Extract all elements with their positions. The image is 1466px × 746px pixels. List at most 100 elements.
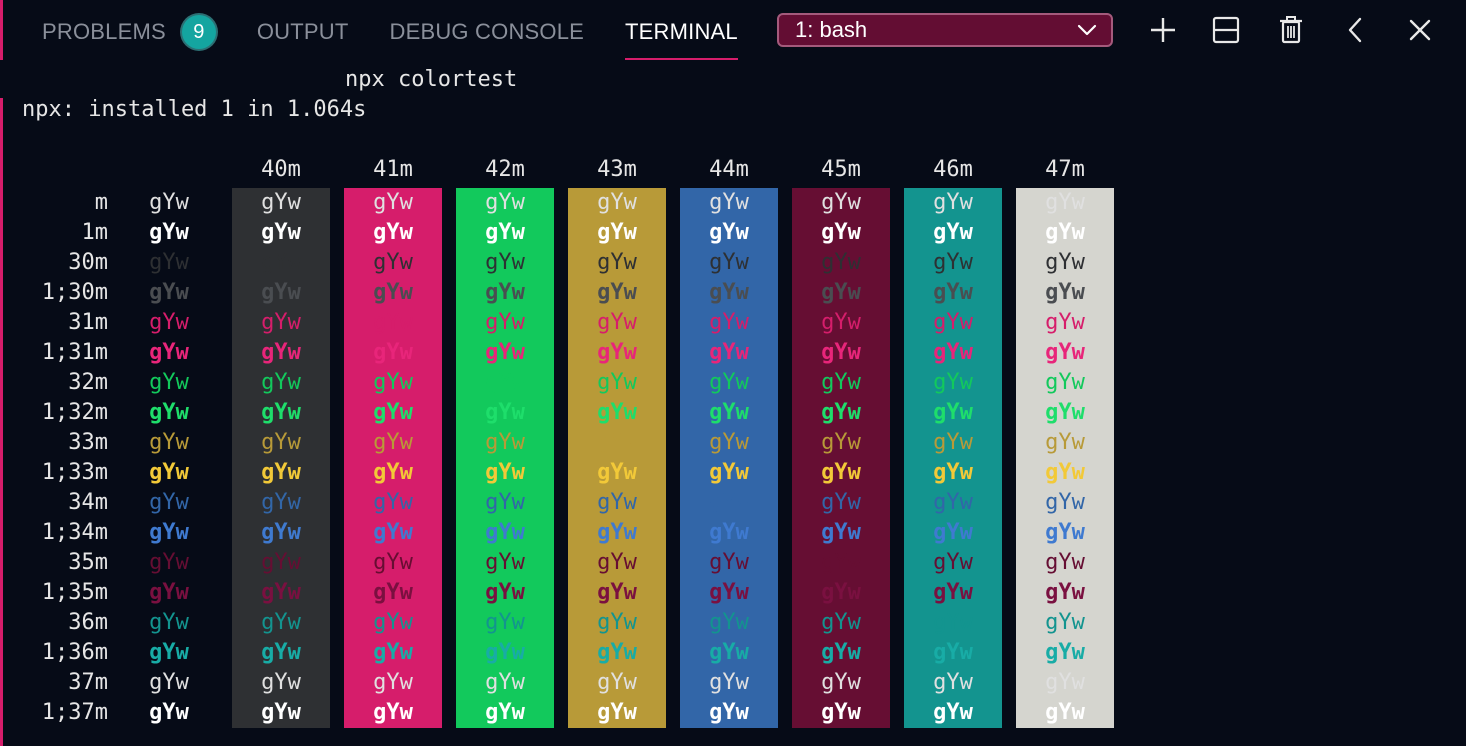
color-sample-cell: gYw (149, 520, 189, 545)
split-icon[interactable] (1211, 14, 1241, 46)
color-sample-cell: gYw (149, 280, 189, 305)
color-sample-cell: gYw (485, 400, 525, 425)
chevron-left-icon[interactable] (1341, 14, 1371, 46)
color-sample-cell: gYw (1045, 400, 1085, 425)
plus-icon[interactable] (1148, 14, 1178, 46)
tab-debug-console[interactable]: DEBUG CONSOLE (390, 0, 585, 64)
color-sample-cell: gYw (1045, 520, 1085, 545)
color-sample-cell: gYw (709, 280, 749, 305)
color-sample-cell: gYw (1045, 610, 1085, 635)
color-sample-cell: gYw (597, 430, 637, 455)
color-sample-cell: gYw (597, 670, 637, 695)
color-sample-cell: gYw (149, 250, 189, 275)
color-sample-cell: gYw (709, 220, 749, 245)
terminal-select-dropdown[interactable]: 1: bash (777, 13, 1113, 47)
color-sample-cell: gYw (1045, 670, 1085, 695)
color-sample-cell: gYw (933, 400, 973, 425)
color-sample-cell: gYw (709, 310, 749, 335)
color-sample-cell: gYw (373, 610, 413, 635)
color-sample-cell: gYw (709, 370, 749, 395)
color-sample-cell: gYw (709, 340, 749, 365)
color-sample-cell: gYw (373, 220, 413, 245)
color-sample-cell: gYw (821, 400, 861, 425)
color-sample-cell: gYw (1045, 580, 1085, 605)
row-label: 30m (68, 250, 108, 275)
color-sample-cell: gYw (709, 190, 749, 215)
color-sample-cell: gYw (933, 460, 973, 485)
color-sample-cell: gYw (821, 490, 861, 515)
color-sample-cell: gYw (597, 280, 637, 305)
row-label: 31m (68, 310, 108, 335)
color-sample-cell: gYw (149, 190, 189, 215)
tab-output[interactable]: OUTPUT (257, 0, 349, 64)
color-sample-cell: gYw (373, 580, 413, 605)
column-header: 46m (933, 157, 973, 182)
color-sample-cell: gYw (709, 580, 749, 605)
row-label: 1;35m (41, 580, 108, 605)
color-sample-cell: gYw (261, 250, 301, 275)
column-header: 44m (709, 157, 749, 182)
color-sample-cell: gYw (149, 580, 189, 605)
color-sample-cell: gYw (821, 310, 861, 335)
color-sample-cell: gYw (261, 370, 301, 395)
color-sample-cell: gYw (1045, 220, 1085, 245)
bg-column-46m (904, 188, 1002, 728)
column-header: 43m (597, 157, 637, 182)
color-sample-cell: gYw (261, 190, 301, 215)
color-sample-cell: gYw (597, 640, 637, 665)
color-sample-cell: gYw (149, 310, 189, 335)
color-sample-cell: gYw (933, 610, 973, 635)
color-sample-cell: gYw (261, 340, 301, 365)
terminal-output-line: npx: installed 1 in 1.064s (22, 97, 367, 122)
color-sample-cell: gYw (149, 430, 189, 455)
color-sample-cell: gYw (597, 220, 637, 245)
color-sample-cell: gYw (1045, 280, 1085, 305)
tab-terminal[interactable]: TERMINAL (625, 0, 738, 64)
color-sample-cell: gYw (597, 520, 637, 545)
focus-accent-top (0, 0, 3, 60)
color-sample-cell: gYw (933, 490, 973, 515)
row-label: 1;31m (41, 340, 108, 365)
color-sample-cell: gYw (149, 550, 189, 575)
color-sample-cell: gYw (709, 700, 749, 725)
row-label: 1;33m (41, 460, 108, 485)
color-sample-cell: gYw (709, 520, 749, 545)
color-sample-cell: gYw (261, 580, 301, 605)
row-label: 33m (68, 430, 108, 455)
color-sample-cell: gYw (485, 460, 525, 485)
color-sample-cell: gYw (933, 580, 973, 605)
color-sample-cell: gYw (373, 340, 413, 365)
bg-column-43m (568, 188, 666, 728)
color-sample-cell: gYw (261, 670, 301, 695)
tab-problems[interactable]: PROBLEMS 9 (42, 0, 216, 64)
color-sample-cell: gYw (485, 250, 525, 275)
color-sample-cell: gYw (485, 280, 525, 305)
color-sample-cell: gYw (485, 370, 525, 395)
row-label: 37m (68, 670, 108, 695)
color-sample-cell: gYw (373, 250, 413, 275)
close-icon[interactable] (1405, 14, 1435, 46)
color-sample-cell: gYw (485, 220, 525, 245)
color-sample-cell: gYw (485, 670, 525, 695)
row-label: 34m (68, 490, 108, 515)
tab-output-label: OUTPUT (256, 19, 349, 44)
color-sample-cell: gYw (597, 700, 637, 725)
color-sample-cell: gYw (821, 280, 861, 305)
focus-accent-bottom (0, 98, 3, 746)
color-sample-cell: gYw (933, 370, 973, 395)
terminal-output[interactable]: npx colortest npx: installed 1 in 1.064s… (0, 64, 1466, 746)
color-sample-cell: gYw (933, 190, 973, 215)
color-sample-cell: gYw (373, 460, 413, 485)
color-sample-cell: gYw (373, 670, 413, 695)
color-sample-cell: gYw (261, 280, 301, 305)
color-sample-cell: gYw (933, 280, 973, 305)
bg-column-44m (680, 188, 778, 728)
color-sample-cell: gYw (485, 340, 525, 365)
color-sample-cell: gYw (821, 640, 861, 665)
color-sample-cell: gYw (261, 640, 301, 665)
color-sample-cell: gYw (261, 400, 301, 425)
trash-icon[interactable] (1276, 14, 1306, 46)
color-sample-cell: gYw (373, 190, 413, 215)
row-label: 1;34m (41, 520, 108, 545)
color-sample-cell: gYw (485, 310, 525, 335)
